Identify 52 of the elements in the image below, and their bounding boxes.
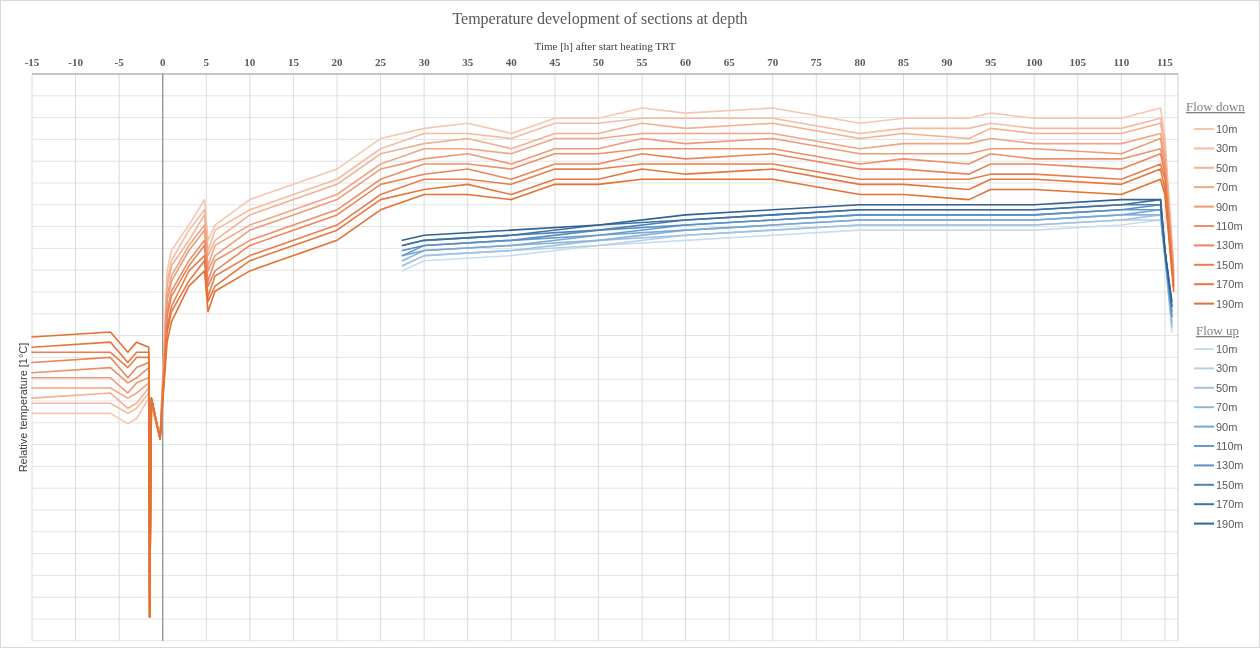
legend-label: 110m xyxy=(1216,440,1243,452)
x-tick-label: 20 xyxy=(331,56,344,68)
x-tick-label: 45 xyxy=(549,56,561,68)
x-tick-label: 15 xyxy=(287,56,300,68)
x-tick-label: 30 xyxy=(418,56,431,68)
x-tick-label: 70 xyxy=(767,56,779,68)
y-axis-title: Relative temperature [1°C] xyxy=(17,342,29,473)
legend-label: 130m xyxy=(1216,459,1244,472)
x-tick-label: 50 xyxy=(592,56,605,68)
x-tick-label: 95 xyxy=(985,56,997,68)
x-tick-label: -15 xyxy=(24,56,40,68)
x-tick-label: 115 xyxy=(1156,56,1174,68)
x-tick-label: 85 xyxy=(897,56,910,68)
x-tick-label: 25 xyxy=(375,56,387,68)
legend-title: Flow down xyxy=(1186,99,1246,114)
x-tick-label: -10 xyxy=(68,56,84,68)
legend-label: 70m xyxy=(1216,181,1238,194)
x-tick-label: 80 xyxy=(854,56,866,68)
legend-label: 70m xyxy=(1216,401,1238,414)
legend-label: 30m xyxy=(1216,142,1238,155)
legend-label: 50m xyxy=(1216,161,1238,174)
legend-label: 130m xyxy=(1216,239,1244,252)
legend-label: 170m xyxy=(1216,498,1244,511)
legend-label: 10m xyxy=(1216,123,1238,135)
legend-label: 10m xyxy=(1216,343,1238,355)
legend-label: 110m xyxy=(1216,220,1243,232)
legend-label: 30m xyxy=(1216,362,1238,375)
text: Flow up xyxy=(1196,323,1239,338)
legend-label: 150m xyxy=(1216,258,1244,271)
x-tick-label: 90 xyxy=(941,56,954,68)
x-tick-label: -5 xyxy=(114,56,125,68)
legend-label: 170m xyxy=(1216,278,1244,291)
legend-label: 90m xyxy=(1216,200,1238,213)
x-tick-label: 60 xyxy=(680,56,692,68)
x-tick-label: 5 xyxy=(203,56,210,68)
x-tick-label: 75 xyxy=(810,56,823,68)
legend-label: 50m xyxy=(1216,381,1238,394)
x-tick-label: 105 xyxy=(1069,56,1087,68)
x-tick-label: 65 xyxy=(723,56,736,68)
x-tick-label: 55 xyxy=(636,56,649,68)
legend-label: 190m xyxy=(1216,297,1244,310)
legend-label: 90m xyxy=(1216,420,1238,433)
legend-label: 150m xyxy=(1216,478,1244,491)
x-tick-label: 35 xyxy=(462,56,474,68)
x-tick-label: 110 xyxy=(1113,56,1130,68)
x-tick-label: 100 xyxy=(1025,56,1043,68)
x-tick-label: 40 xyxy=(505,56,518,68)
x-axis-title: Time [h] after start heating TRT xyxy=(534,40,676,52)
chart-title: Temperature development of sections at depth xyxy=(452,10,748,28)
legend-label: 190m xyxy=(1216,517,1244,530)
x-tick-label: 0 xyxy=(159,56,166,68)
x-tick-label: 10 xyxy=(244,56,256,68)
